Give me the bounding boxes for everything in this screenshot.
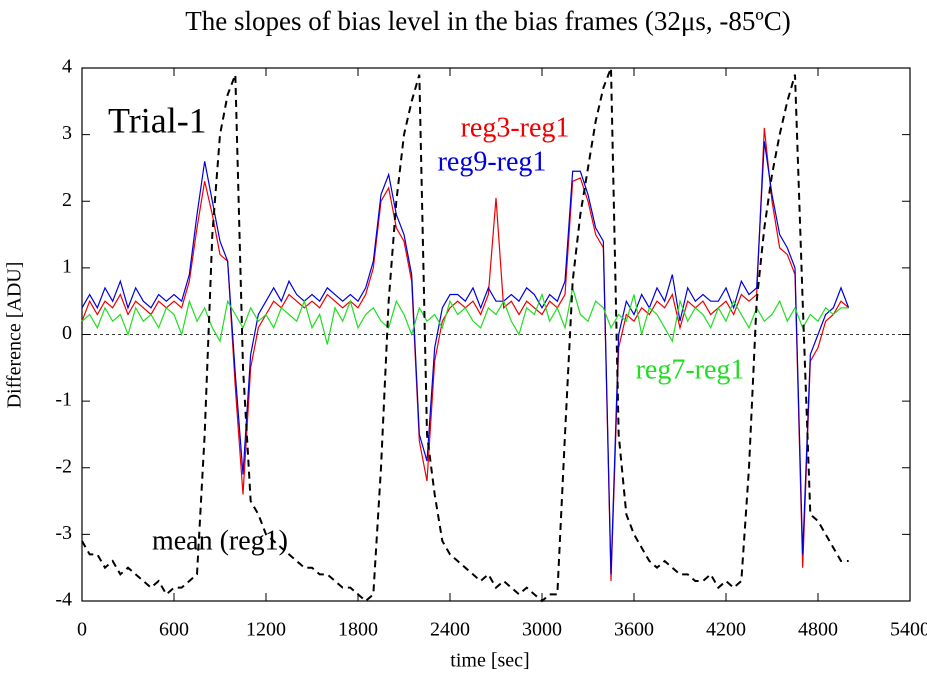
x-tick-label: 4200: [706, 619, 746, 641]
y-tick-label: 2: [62, 189, 72, 211]
x-tick-label: 4800: [798, 619, 838, 641]
series-label: reg9-reg1: [438, 146, 547, 177]
y-tick-label: -1: [55, 389, 72, 411]
series-label: mean (reg1): [152, 525, 288, 556]
series-label: reg7-reg1: [636, 354, 745, 385]
x-tick-label: 1800: [338, 619, 378, 641]
annotation: Trial-1: [108, 100, 207, 140]
x-tick-label: 3600: [614, 619, 654, 641]
chart-title: The slopes of bias level in the bias fra…: [185, 6, 790, 36]
y-axis-label: Difference [ADU]: [4, 262, 26, 409]
x-tick-label: 2400: [430, 619, 470, 641]
series-line: [81, 287, 849, 345]
series-line: [81, 141, 850, 575]
y-tick-label: 0: [62, 322, 72, 344]
y-tick-label: 3: [62, 122, 72, 144]
x-axis-label: time [sec]: [450, 650, 529, 672]
y-tick-label: 1: [62, 255, 72, 277]
y-tick-label: -2: [55, 455, 72, 477]
x-tick-label: 0: [77, 619, 87, 641]
x-tick-label: 5400: [890, 619, 927, 641]
x-tick-label: 600: [159, 619, 189, 641]
y-tick-label: -3: [55, 522, 72, 544]
series-line: [81, 67, 849, 603]
x-tick-label: 1200: [246, 619, 286, 641]
y-tick-label: 4: [62, 56, 72, 78]
y-tick-label: -4: [55, 589, 72, 611]
x-tick-label: 3000: [522, 619, 562, 641]
series-label: reg3-reg1: [461, 112, 570, 143]
